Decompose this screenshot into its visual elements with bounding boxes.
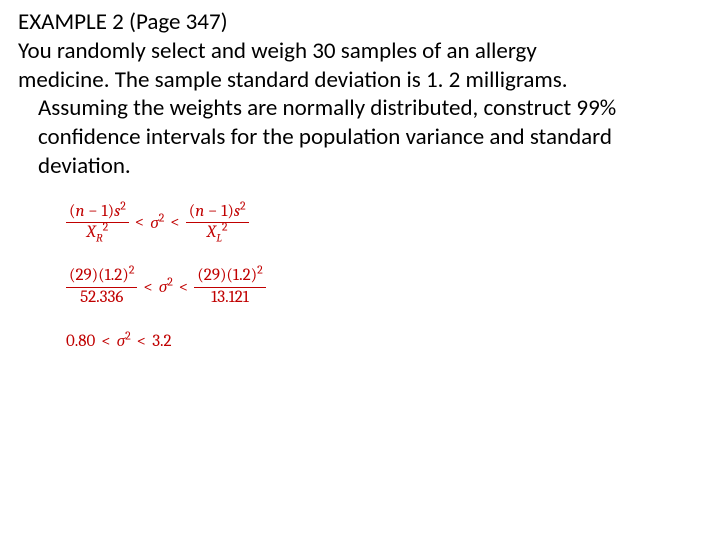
sigma-squared: σ2 — [117, 331, 131, 351]
less-than: < — [131, 332, 152, 351]
fraction-left-general: (n − 1)s2 XR2 — [66, 203, 129, 243]
less-than: < — [129, 213, 150, 232]
fraction-right-sub: (29)(1.2)2 13.121 — [194, 267, 265, 307]
sub-R: R — [96, 231, 103, 245]
exp-2: 2 — [222, 220, 228, 234]
var-n: n — [76, 202, 85, 221]
num-left: (29)(1.2) — [69, 266, 129, 285]
den-left: 52.336 — [77, 288, 126, 308]
result-high: 3.2 — [152, 332, 171, 351]
problem-line-5: deviation. — [18, 152, 702, 181]
chi-X: X — [207, 223, 216, 242]
num-right: (29)(1.2) — [197, 266, 257, 285]
equations-block: (n − 1)s2 XR2 < σ2 < (n − 1)s2 XL2 (2 — [18, 181, 702, 352]
var-n: n — [195, 202, 204, 221]
problem-line-3: Assuming the weights are normally distri… — [18, 94, 702, 123]
less-than: < — [137, 278, 158, 297]
problem-line-4: confidence intervals for the population … — [18, 123, 702, 152]
less-than: < — [164, 213, 185, 232]
equation-result: 0.80 < σ2 < 3.2 — [66, 331, 702, 351]
exp-2: 2 — [129, 262, 135, 276]
problem-line-2: medicine. The sample standard deviation … — [18, 66, 702, 95]
exp-2: 2 — [120, 198, 126, 212]
result-low: 0.80 — [66, 332, 95, 351]
fraction-left-sub: (29)(1.2)2 52.336 — [66, 267, 137, 307]
equation-general: (n − 1)s2 XR2 < σ2 < (n − 1)s2 XL2 — [66, 203, 702, 243]
equation-substituted: (29)(1.2)2 52.336 < σ2 < (29)(1.2)2 13.1… — [66, 267, 702, 307]
exp-2: 2 — [103, 220, 109, 234]
problem-line-1: You randomly select and weigh 30 samples… — [18, 37, 702, 66]
exp-2: 2 — [257, 262, 263, 276]
minus-one: − 1) — [85, 202, 115, 221]
minus-one: − 1) — [204, 202, 234, 221]
example-heading: EXAMPLE 2 (Page 347) — [18, 8, 702, 37]
exp-2: 2 — [240, 198, 246, 212]
less-than: < — [173, 278, 194, 297]
sigma-squared: σ2 — [159, 277, 173, 297]
sigma-squared: σ2 — [150, 213, 164, 233]
den-right: 13.121 — [208, 288, 252, 308]
less-than: < — [95, 332, 116, 351]
chi-X: X — [87, 223, 96, 242]
fraction-right-general: (n − 1)s2 XL2 — [186, 203, 249, 243]
